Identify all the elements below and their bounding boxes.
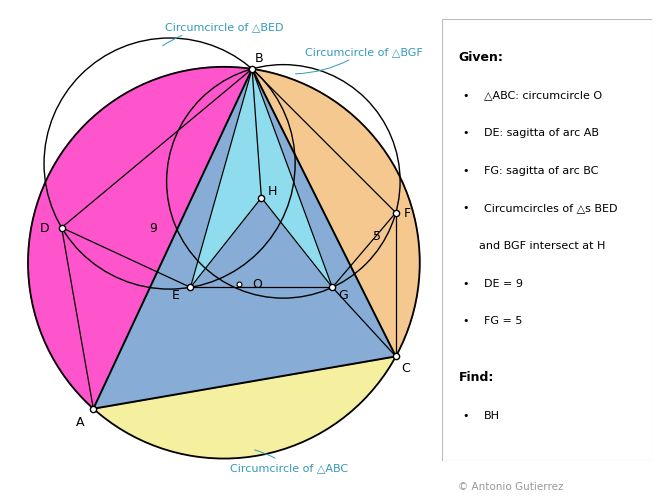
Text: Circumcircles of △s BED: Circumcircles of △s BED xyxy=(484,203,617,213)
Text: •: • xyxy=(463,165,469,175)
Text: DE: sagitta of arc AB: DE: sagitta of arc AB xyxy=(484,128,599,138)
Text: B: B xyxy=(255,52,264,65)
Text: •: • xyxy=(463,410,469,420)
Polygon shape xyxy=(94,70,396,409)
Text: FG = 5: FG = 5 xyxy=(484,316,522,326)
Text: Given:: Given: xyxy=(459,51,503,64)
Text: Circumcircle of △ABC: Circumcircle of △ABC xyxy=(231,450,349,472)
Polygon shape xyxy=(252,70,332,288)
Text: Circumcircle of △BED: Circumcircle of △BED xyxy=(163,23,283,47)
Text: F: F xyxy=(403,207,411,220)
Text: FG: sagitta of arc BC: FG: sagitta of arc BC xyxy=(484,165,598,175)
Text: and BGF intersect at H: and BGF intersect at H xyxy=(480,240,606,250)
Polygon shape xyxy=(190,70,262,288)
Text: C: C xyxy=(401,361,409,374)
Polygon shape xyxy=(28,68,420,409)
Text: △ABC: circumcircle O: △ABC: circumcircle O xyxy=(484,91,602,101)
Text: O: O xyxy=(252,278,262,291)
Polygon shape xyxy=(190,70,332,288)
Text: © Antonio Gutierrez: © Antonio Gutierrez xyxy=(459,481,564,491)
Polygon shape xyxy=(28,68,420,458)
Text: G: G xyxy=(339,289,349,302)
Polygon shape xyxy=(252,70,420,357)
Text: A: A xyxy=(76,415,84,428)
Text: Find:: Find: xyxy=(459,371,494,383)
Text: H: H xyxy=(268,184,277,197)
FancyBboxPatch shape xyxy=(442,20,652,461)
Text: •: • xyxy=(463,278,469,288)
Text: D: D xyxy=(40,221,49,234)
Text: Circumcircle of △BGF: Circumcircle of △BGF xyxy=(295,47,423,75)
Text: 9: 9 xyxy=(150,222,158,235)
Text: •: • xyxy=(463,91,469,101)
Text: E: E xyxy=(171,289,179,302)
Text: •: • xyxy=(463,128,469,138)
Text: •: • xyxy=(463,316,469,326)
Text: •: • xyxy=(463,203,469,213)
Text: BH: BH xyxy=(484,410,500,420)
Text: 5: 5 xyxy=(374,229,382,242)
Text: DE = 9: DE = 9 xyxy=(484,278,523,288)
